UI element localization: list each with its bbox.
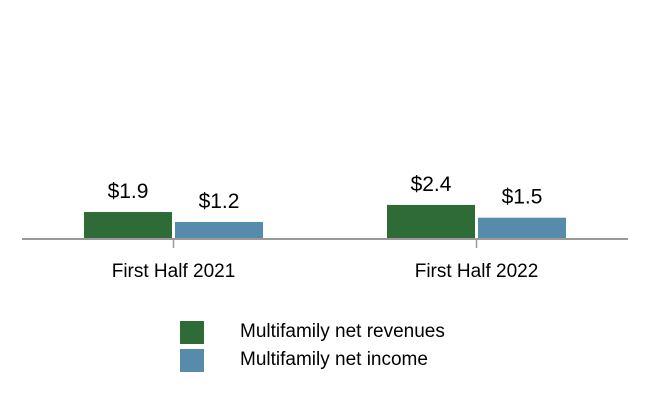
- legend: Multifamily net revenues Multifamily net…: [180, 318, 445, 374]
- x-tick-label-1: First Half 2021: [112, 261, 236, 282]
- bar-income-1: [175, 221, 263, 239]
- data-label-income-2: $1.5: [502, 186, 543, 209]
- legend-label-revenues: Multifamily net revenues: [240, 321, 445, 342]
- x-tick-label-2: First Half 2022: [415, 261, 539, 282]
- legend-item-income: Multifamily net income: [180, 346, 445, 374]
- legend-swatch-revenues: [180, 320, 204, 344]
- data-label-revenues-2: $2.4: [411, 173, 452, 196]
- bar-revenues-1: [84, 212, 172, 239]
- data-label-revenues-1: $1.9: [108, 180, 149, 203]
- legend-label-income: Multifamily net income: [240, 349, 428, 370]
- bar-revenues-2: [387, 204, 475, 239]
- legend-swatch-income: [180, 348, 204, 372]
- bar-income-2: [478, 217, 566, 239]
- data-label-income-1: $1.2: [199, 190, 240, 213]
- legend-item-revenues: Multifamily net revenues: [180, 318, 445, 346]
